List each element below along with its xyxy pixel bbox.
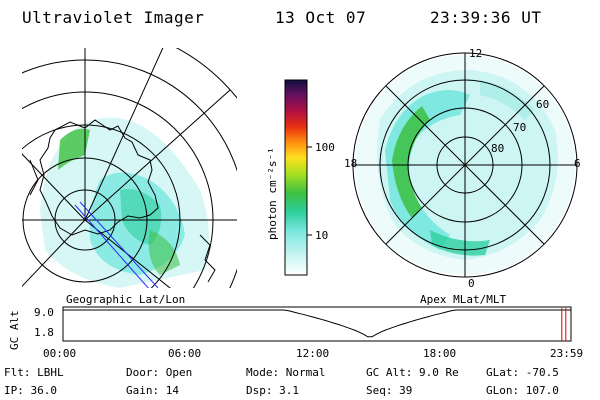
- mlt-label-12: 12: [469, 47, 483, 60]
- seq-info: Seq: 39: [366, 384, 413, 397]
- altitude-axis-label: GC Alt: [8, 310, 21, 350]
- satellite-track: [74, 201, 159, 288]
- time-tick-2359: 23:59: [550, 347, 584, 360]
- altitude-tick-high: 9.0: [34, 306, 54, 319]
- polar-mlt-panel: [352, 52, 578, 278]
- mlt-label-18: 18: [344, 157, 358, 170]
- instrument-title: Ultraviolet Imager: [22, 8, 205, 27]
- current-time-marker: [561, 308, 567, 341]
- colorbar-ticks: [307, 146, 312, 236]
- mlat-label-80: 80: [491, 142, 505, 155]
- geo-panel-caption: Geographic Lat/Lon: [66, 293, 186, 306]
- glon-info: GLon: 107.0: [486, 384, 559, 397]
- mlat-label-70: 70: [513, 121, 527, 134]
- altitude-plot: [62, 306, 572, 342]
- time-label: 23:39:36 UT: [430, 8, 542, 27]
- colorbar-label: photon cm⁻²s⁻¹: [266, 147, 279, 240]
- glat-info: GLat: -70.5: [486, 366, 559, 379]
- door-info: Door: Open: [126, 366, 193, 379]
- gc-alt-info: GC Alt: 9.0 Re: [366, 366, 459, 379]
- dsp-info: Dsp: 3.1: [246, 384, 299, 397]
- time-tick-1800: 18:00: [423, 347, 457, 360]
- colorbar-tick-10: 10: [315, 229, 329, 242]
- altitude-plot-frame: [62, 306, 572, 342]
- gain-info: Gain: 14: [126, 384, 179, 397]
- colorbar-tick-100: 100: [315, 141, 335, 154]
- antarctica-coastline: [39, 119, 159, 236]
- altitude-tick-low: 1.8: [34, 326, 54, 339]
- date-label: 13 Oct 07: [275, 8, 367, 27]
- colorbar-gradient: [284, 79, 308, 276]
- altitude-curve: [63, 309, 571, 338]
- mlat-label-60: 60: [536, 98, 550, 111]
- geo-aurora-emission: [40, 117, 209, 288]
- time-tick-0600: 06:00: [168, 347, 202, 360]
- time-tick-1200: 12:00: [296, 347, 330, 360]
- mlt-meridians: [353, 53, 577, 277]
- geo-longitude-lines: [22, 48, 237, 288]
- colorbar: [284, 79, 312, 276]
- time-tick-0000: 00:00: [43, 347, 77, 360]
- mlt-label-0: 0: [468, 277, 475, 290]
- polar-panel-caption: Apex MLat/MLT: [420, 293, 507, 306]
- mlt-label-6: 6: [574, 157, 581, 170]
- mode-info: Mode: Normal: [246, 366, 326, 379]
- filter-info: Flt: LBHL: [4, 366, 64, 379]
- geographic-map-panel: [22, 48, 237, 288]
- ip-info: IP: 36.0: [4, 384, 57, 397]
